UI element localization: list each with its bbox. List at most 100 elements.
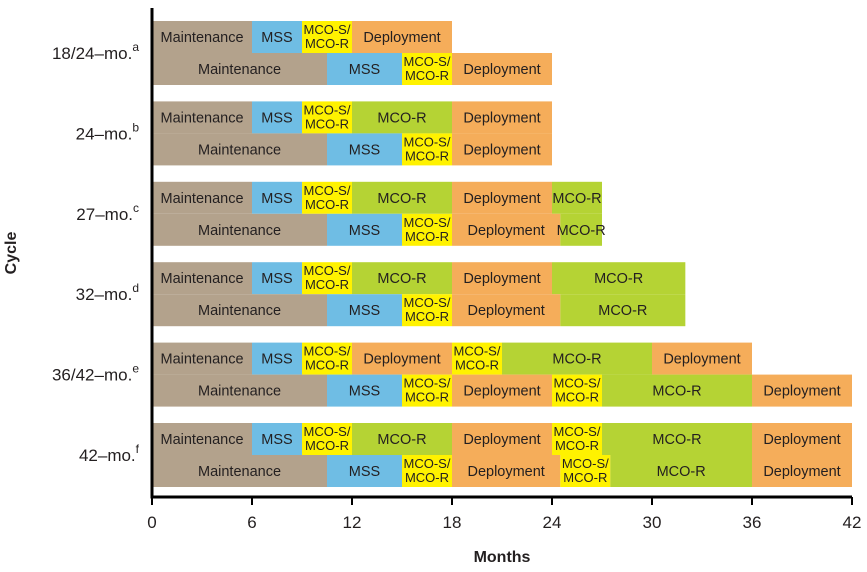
x-tick-label: 42 <box>843 513 862 532</box>
bar-segment-deployment <box>652 342 752 375</box>
bar-segment-label: MCO-R <box>657 464 706 480</box>
bar-segment-label: Deployment <box>463 142 540 158</box>
bar-segment-label: Deployment <box>763 432 840 448</box>
bar-segment-label: Deployment <box>463 384 540 400</box>
bar-segment-label: Maintenance <box>198 303 281 319</box>
bar-segment-label: MCO-S/MCO-R <box>404 54 451 83</box>
x-tick-label: 30 <box>643 513 662 532</box>
bar-segment-label: MCO-S/MCO-R <box>404 134 451 163</box>
bar-segment-mco-s-mco-r <box>402 213 452 246</box>
cycle-label: 18/24–mo.a <box>52 40 139 63</box>
bar-segment-maintenance <box>152 423 252 455</box>
cycle-label: 36/42–mo.e <box>52 362 139 385</box>
x-tick-label: 0 <box>147 513 156 532</box>
bar-segment-label: MCO-R <box>377 271 426 287</box>
bar-segment-label: MSS <box>349 62 380 78</box>
bar-segment-deployment <box>452 53 552 85</box>
cycle-label: 32–mo.d <box>76 281 139 304</box>
cycle-label: 42–mo.f <box>79 442 140 465</box>
bar-segment-label: Deployment <box>363 30 440 46</box>
bar-segment-mss <box>327 53 402 85</box>
bar-segment-label: MCO-S/MCO-R <box>404 456 451 485</box>
bar-segment-mco-r <box>610 455 752 487</box>
bars-layer: Maintenance MSS MCO-S/MCO-R Deployment Maint… <box>152 21 852 487</box>
bar-segment-label: Deployment <box>463 191 540 207</box>
bar-segment-mss <box>252 21 302 53</box>
bar-segment-mss <box>327 374 402 407</box>
bar-segment-mco-r <box>602 423 752 455</box>
bar-segment-mco-s-mco-r <box>402 374 452 407</box>
bar-segment-label: MCO-S/MCO-R <box>554 424 601 453</box>
bar-segment-deployment <box>352 21 452 53</box>
bar-segment-mco-s-mco-r <box>402 53 452 85</box>
bar-segment-deployment <box>452 133 552 166</box>
bar-segment-label: MCO-S/MCO-R <box>404 215 451 244</box>
bar-segment-label: MCO-S/MCO-R <box>404 376 451 405</box>
bar-segment-label: MCO-S/MCO-R <box>404 295 451 324</box>
bar-segment-label: MSS <box>261 191 292 207</box>
bar-segment-label: MCO-S/MCO-R <box>562 456 609 485</box>
bar-segment-deployment <box>752 374 852 407</box>
bar-segment-label: Maintenance <box>160 271 243 287</box>
bar-segment-label: MCO-R <box>552 352 601 368</box>
cycle-footnote-marker: e <box>132 362 139 376</box>
cycle-footnote-marker: a <box>132 40 139 54</box>
bar-segment-maintenance <box>152 262 252 295</box>
bar-segment-label: Deployment <box>763 384 840 400</box>
bar-segment-mss <box>252 181 302 214</box>
bar-segment-label: MSS <box>261 352 292 368</box>
bar-segment-mco-s-mco-r <box>452 342 502 375</box>
bar-segment-mco-r <box>602 374 752 407</box>
bar-segment-maintenance <box>152 294 327 327</box>
cycle-label: 24–mo.b <box>76 120 140 143</box>
bar-segment-mss <box>327 294 402 327</box>
bar-segment-mco-s-mco-r <box>302 423 352 455</box>
x-ticks: 0 6 12 18 24 30 36 42 <box>147 497 861 532</box>
bar-segment-label: Deployment <box>467 303 544 319</box>
cycle-footnote-marker: c <box>133 201 139 215</box>
cycle-footnote-marker: d <box>132 281 139 295</box>
bar-segment-label: Maintenance <box>198 223 281 239</box>
bar-segment-label: MSS <box>261 30 292 46</box>
bar-segment-deployment <box>452 101 552 134</box>
bar-segment-label: Maintenance <box>160 432 243 448</box>
axes <box>150 8 852 499</box>
bar-segment-mss <box>252 342 302 375</box>
bar-segment-label: MSS <box>261 432 292 448</box>
bar-segment-label: MCO-R <box>377 191 426 207</box>
bar-segment-deployment <box>452 294 561 327</box>
cycle-footnote-marker: b <box>132 120 139 134</box>
bar-segment-maintenance <box>152 21 252 53</box>
bar-segment-maintenance <box>152 455 327 487</box>
bar-segment-label: Deployment <box>463 271 540 287</box>
bar-segment-deployment <box>452 213 561 246</box>
bar-segment-mco-s-mco-r <box>402 294 452 327</box>
bar-segment-label: Maintenance <box>198 62 281 78</box>
bar-segment-label: MCO-S/MCO-R <box>304 424 351 453</box>
bar-segment-mco-s-mco-r <box>302 342 352 375</box>
bar-segment-mss <box>252 262 302 295</box>
bar-segment-label: MSS <box>349 142 380 158</box>
x-axis-title: Months <box>474 549 531 566</box>
bar-segment-label: MCO-S/MCO-R <box>304 344 351 373</box>
bar-segment-label: Deployment <box>463 110 540 126</box>
bar-segment-label: Deployment <box>463 432 540 448</box>
bar-segment-mco-s-mco-r <box>302 181 352 214</box>
bar-segment-label: MCO-R <box>594 271 643 287</box>
bar-segment-maintenance <box>152 374 327 407</box>
bar-segment-mco-r <box>352 101 452 134</box>
bar-segment-label: MCO-S/MCO-R <box>554 376 601 405</box>
bar-segment-mss <box>252 423 302 455</box>
bar-segment-mss <box>327 455 402 487</box>
bar-segment-deployment <box>352 342 452 375</box>
bar-segment-label: MSS <box>349 464 380 480</box>
bar-segment-label: MCO-S/MCO-R <box>454 344 501 373</box>
bar-segment-mco-s-mco-r <box>402 455 452 487</box>
bar-segment-mco-r <box>502 342 652 375</box>
bar-segment-label: Deployment <box>363 352 440 368</box>
bar-segment-label: Deployment <box>467 464 544 480</box>
bar-segment-mco-r <box>352 423 452 455</box>
bar-segment-label: MCO-R <box>557 223 606 239</box>
bar-segment-label: Maintenance <box>198 384 281 400</box>
